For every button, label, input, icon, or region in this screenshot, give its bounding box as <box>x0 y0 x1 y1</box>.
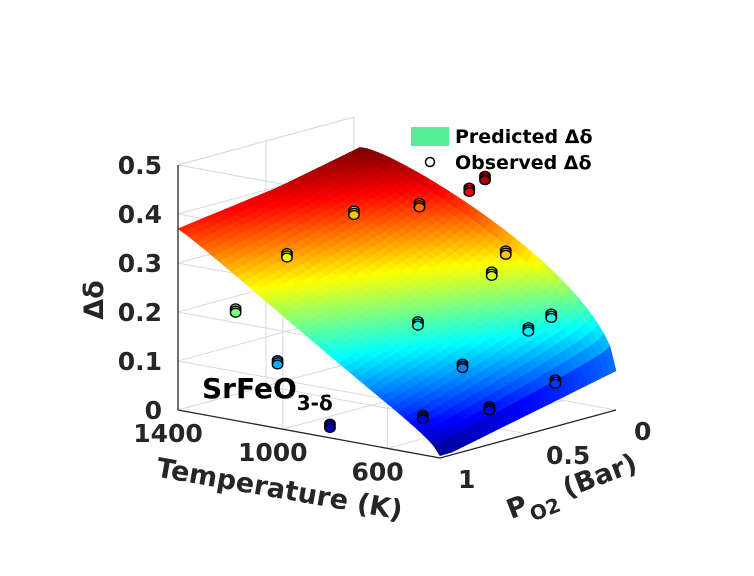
z-tick-label: 0.4 <box>118 200 162 229</box>
y-tick-label: 1 <box>458 465 475 494</box>
tick-labels: 0 0.1 0.2 0.3 0.4 0.5 1400 1000 600 0 0.5 1 <box>118 151 652 494</box>
y-tick-label: 0.5 <box>546 441 590 470</box>
observed-point <box>348 209 360 221</box>
predicted-surface <box>177 147 617 456</box>
observed-point <box>545 312 558 324</box>
z-tick-label: 0 <box>145 396 162 425</box>
observed-point <box>479 175 491 186</box>
legend-observed-label: Observed Δδ <box>455 152 592 174</box>
z-tick-label: 0.1 <box>118 347 162 376</box>
observed-point <box>412 320 424 331</box>
observed-point <box>485 270 498 281</box>
legend-observed-marker <box>424 156 436 168</box>
compound-annotation: SrFeO3-δ <box>202 372 333 415</box>
observed-point <box>413 202 426 213</box>
x-tick-label: 1400 <box>133 419 203 448</box>
axes-box <box>177 165 617 459</box>
legend: Predicted Δδ Observed Δδ <box>411 126 593 174</box>
observed-point <box>522 326 535 337</box>
observed-point <box>324 422 336 434</box>
z-tick-label: 0.3 <box>118 249 162 278</box>
observed-point <box>271 359 284 370</box>
observed-point <box>499 249 512 260</box>
annotation-sub: 3-δ <box>297 391 333 415</box>
y-tick-label: 0 <box>634 417 651 446</box>
observed-point <box>416 414 429 425</box>
observed-point <box>456 363 469 374</box>
observed-point <box>483 405 496 416</box>
legend-predicted-swatch <box>411 127 449 146</box>
z-tick-label: 0.5 <box>118 151 162 180</box>
surface-patch <box>603 346 617 375</box>
observed-point <box>463 186 476 198</box>
box-edge <box>177 116 355 166</box>
observed-points <box>229 170 562 434</box>
observed-point <box>229 307 242 318</box>
x-axis-line <box>177 409 441 459</box>
x-tick-label: 600 <box>352 457 404 486</box>
observed-point <box>281 252 293 263</box>
z-axis-label: Δδ <box>79 280 110 319</box>
x-tick-label: 1000 <box>238 438 308 467</box>
legend-predicted-label: Predicted Δδ <box>455 126 593 148</box>
observed-point <box>549 378 562 389</box>
z-tick-label: 0.2 <box>118 298 162 327</box>
annotation-main: SrFeO <box>202 372 297 405</box>
y-axis-line <box>439 409 617 459</box>
